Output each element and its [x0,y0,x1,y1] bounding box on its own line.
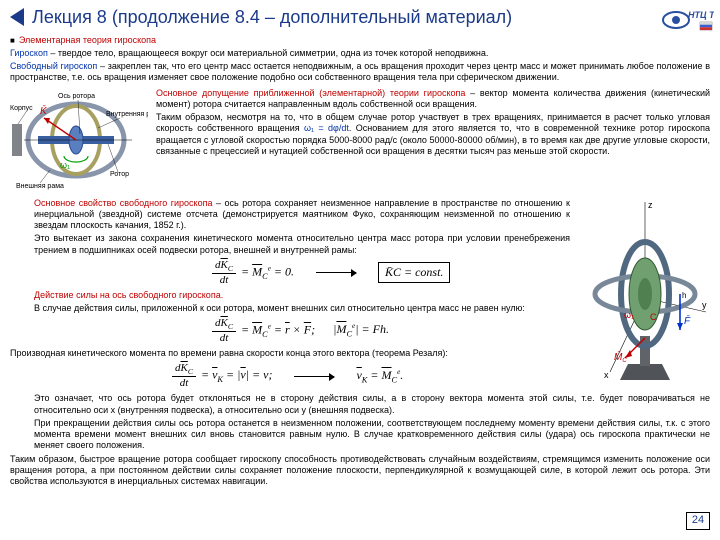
svg-text:Внутренняя рама: Внутренняя рама [106,111,148,118]
gyro-diagram-1: K̄ ω₁ Корпус Ось ротора Внутренняя рама … [10,88,148,194]
equation-kc-const: dKCdt = MCe = 0. K̄C = const. [210,260,570,286]
svg-text:НТЦ ТП: НТЦ ТП [688,10,714,20]
gyro-diagram-2: z y x F̄ h ω₁ C M̄C [580,198,710,388]
svg-text:C: C [650,312,657,322]
section-heading: ■Элементарная теория гироскопа [10,35,710,46]
svg-text:Корпус: Корпус [10,105,33,112]
page-number: 24 [686,512,710,530]
arrow-icon [316,272,356,274]
svg-text:Ось ротора: Ось ротора [58,93,95,100]
svg-text:y: y [702,300,707,310]
equation-resal: dKCdt = vK = |v| = v; vK = MCe. [170,363,570,389]
para-deflection: Это означает, что ось ротора будет откло… [10,393,710,416]
logo: НТЦ ТП [658,4,714,38]
para-free-gyro: Свободный гироскоп – закреплен так, что … [10,61,710,84]
para-gyroscope-def: Гироскоп – твердое тело, вращающееся вок… [10,48,710,59]
svg-text:M̄C: M̄C [614,350,627,364]
svg-text:F̄: F̄ [684,314,691,327]
svg-text:ω₁: ω₁ [60,160,70,170]
svg-text:h: h [682,291,686,300]
svg-text:x: x [604,370,609,380]
svg-text:Внешняя рама: Внешняя рама [16,183,64,190]
arrow-icon [294,376,334,378]
header-row: Лекция 8 (продолжение 8.4 – дополнительн… [10,6,710,29]
para-stop-force: При прекращении действия силы ось ротора… [10,418,710,452]
para-conclusion: Таким образом, быстрое вращение ротора с… [10,454,710,488]
nav-back-icon[interactable] [10,8,24,26]
heading-force-action: Действие силы на ось свободного гироскоп… [10,290,570,301]
page-title: Лекция 8 (продолжение 8.4 – дополнительн… [32,6,512,29]
equation-moment: dKCdt = MCe = r × F; |MCe| = Fh. [210,318,570,344]
para-main-property: Основное свойство свободного гироскопа –… [10,198,570,232]
para-conservation: Это вытекает из закона сохранения кинети… [10,233,570,256]
svg-text:ω₁: ω₁ [624,310,634,320]
svg-text:Ротор: Ротор [110,171,129,178]
bullet-icon: ■ [10,36,15,45]
svg-text:z: z [648,200,653,210]
para-resal: Производная кинетического момента по вре… [10,348,570,359]
para-assumption: Основное допущение приближенной (элемент… [156,88,710,194]
para-force-action: В случае действия силы, приложенной к ос… [10,303,570,314]
boxed-equation: K̄C = const. [378,262,450,283]
